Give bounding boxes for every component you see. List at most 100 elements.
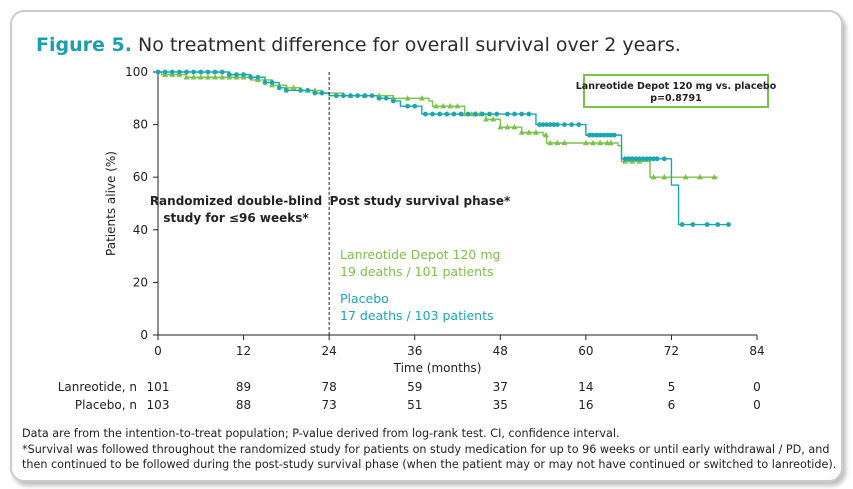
stats-box [583,74,769,108]
placebo-censor-marker [640,156,646,162]
placebo-censor-marker [369,93,375,99]
lanreotide-censor-marker [183,74,190,80]
phase-left-line1: Randomized double-blind [150,194,322,208]
placebo-censor-marker [458,111,464,117]
placebo-censor-marker [355,93,361,99]
lanreotide-censor-marker [682,174,689,180]
placebo-censor-marker [162,69,168,75]
risk-row-label: Lanreotide, n [58,380,137,394]
risk-row-label: Placebo, n [75,398,137,412]
x-tick-label: 0 [154,344,162,358]
placebo-censor-marker [537,122,542,127]
risk-value: 89 [236,380,251,394]
y-tick-label: 80 [133,118,148,132]
placebo-censor-marker [519,111,525,117]
placebo-censor-marker [362,93,368,99]
placebo-censor-marker [169,69,175,75]
lanreotide-censor-marker [504,124,511,130]
lanreotide-censor-marker [404,95,411,101]
placebo-censor-marker [205,69,211,75]
lanreotide-censor-marker [589,139,596,146]
placebo-censor-marker [184,69,189,75]
placebo-censor-marker [465,111,471,117]
placebo-censor-marker [526,111,532,117]
placebo-censor-marker [451,111,457,117]
placebo-censor-marker [690,222,696,227]
placebo-censor-marker [679,222,685,227]
placebo-censor-marker [540,122,546,127]
placebo-censor-marker [626,156,632,162]
placebo-censor-marker [472,111,478,117]
y-tick-label: 0 [140,328,148,342]
lanreotide-censor-marker [607,139,614,146]
lanreotide-censor-marker [290,84,297,90]
placebo-censor-marker [276,85,282,91]
placebo-censor-marker [562,122,567,127]
figure-label: Figure 5. [36,34,132,56]
lanreotide-censor-marker [542,131,549,138]
placebo-censor-marker [654,156,660,162]
x-tick-label: 84 [749,344,764,358]
x-tick-label: 72 [664,344,679,358]
placebo-censor-marker [234,72,239,78]
x-tick-label: 12 [236,344,251,358]
chart-markers [155,69,731,227]
legend-placebo-name: Placebo [340,291,389,306]
placebo-censor-marker [715,222,721,227]
x-tick-label: 48 [493,344,508,358]
risk-value: 37 [493,380,508,394]
placebo-censor-marker [341,93,346,99]
placebo-censor-marker [704,222,710,227]
x-tick-label: 60 [578,344,593,358]
lanreotide-censor-marker [433,102,440,109]
lanreotide-censor-marker [454,102,461,109]
placebo-censor-marker [348,93,353,99]
placebo-censor-marker [298,88,304,93]
placebo-censor-marker [226,72,232,78]
risk-value: 103 [147,398,170,412]
placebo-censor-marker [587,132,592,138]
placebo-censor-marker [155,69,161,75]
placebo-censor-marker [604,132,610,138]
figure-title: Figure 5. No treatment difference for ov… [36,34,681,56]
placebo-censor-marker [444,111,450,117]
placebo-censor-marker [505,111,510,117]
lanreotide-censor-marker [582,139,589,146]
y-tick-label: 40 [133,223,148,237]
risk-value: 0 [753,380,761,394]
placebo-censor-marker [305,88,311,93]
placebo-censor-marker [312,90,318,96]
stats-box-line1: Lanreotide Depot 120 mg vs. placebo [576,81,777,92]
placebo-censor-marker [611,132,617,138]
placebo-censor-marker [437,111,443,117]
placebo-censor-marker [636,156,642,162]
placebo-censor-marker [191,69,197,75]
legend-lanreotide-deaths: 19 deaths / 101 patients [340,264,494,279]
lanreotide-censor-marker [597,139,604,146]
placebo-censor-marker [212,69,218,75]
lanreotide-censor-marker [447,102,454,109]
placebo-censor-marker [176,69,182,75]
placebo-censor-marker [383,95,389,101]
x-tick-label: 36 [407,344,422,358]
lanreotide-censor-marker [554,139,561,146]
placebo-censor-marker [629,156,635,162]
chart-axes: 0 20 40 60 80 100 0 12 24 36 48 60 72 84 Time (months)… [104,65,765,375]
risk-value: 59 [407,380,422,394]
lanreotide-censor-marker [197,74,204,80]
risk-value: 73 [322,398,337,412]
lanreotide-censor-marker [483,116,490,122]
placebo-censor-marker [241,72,246,78]
phase-left-line2: study for ≤96 weeks* [163,211,309,225]
placebo-censor-marker [430,111,435,117]
lanreotide-censor-marker [661,174,668,180]
placebo-censor-marker [644,156,649,162]
risk-value: 14 [578,380,593,394]
placebo-censor-marker [487,111,492,117]
placebo-censor-marker [376,95,382,101]
placebo-censor-marker [551,122,557,127]
x-tick-label: 24 [322,344,337,358]
placebo-censor-marker [633,156,639,162]
footnote-2: *Survival was followed throughout the ra… [22,443,830,456]
